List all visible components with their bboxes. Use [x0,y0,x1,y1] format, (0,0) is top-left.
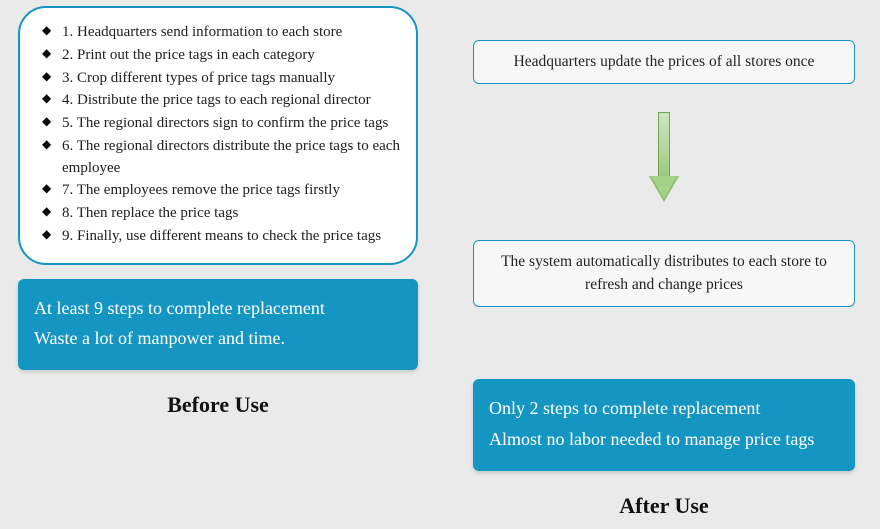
before-step: 1. Headquarters send information to each… [42,22,402,44]
arrow-down-icon [649,112,679,212]
before-step: 7. The employees remove the price tags f… [42,180,402,202]
arrow-down [465,112,863,212]
before-step: 9. Finally, use different means to check… [42,226,402,248]
before-summary-line1: At least 9 steps to complete replacement [34,293,402,324]
before-step: 6. The regional directors distribute the… [42,136,402,180]
before-step: 5. The regional directors sign to confir… [42,113,402,135]
before-caption: Before Use [18,392,418,418]
after-summary-line1: Only 2 steps to complete replacement [489,393,839,424]
after-step-1: Headquarters update the prices of all st… [473,40,855,84]
before-steps-list: 1. Headquarters send information to each… [42,22,402,248]
before-step: 8. Then replace the price tags [42,203,402,225]
before-steps-box: 1. Headquarters send information to each… [18,6,418,265]
after-summary-line2: Almost no labor needed to manage price t… [489,424,839,455]
after-caption: After Use [465,493,863,519]
before-summary-line2: Waste a lot of manpower and time. [34,323,402,354]
after-summary: Only 2 steps to complete replacement Alm… [473,379,855,470]
before-summary: At least 9 steps to complete replacement… [18,279,418,370]
before-step: 2. Print out the price tags in each cate… [42,45,402,67]
before-step: 3. Crop different types of price tags ma… [42,68,402,90]
before-column: 1. Headquarters send information to each… [18,0,418,418]
after-column: Headquarters update the prices of all st… [465,0,863,519]
after-step-2: The system automatically distributes to … [473,240,855,307]
before-step: 4. Distribute the price tags to each reg… [42,90,402,112]
